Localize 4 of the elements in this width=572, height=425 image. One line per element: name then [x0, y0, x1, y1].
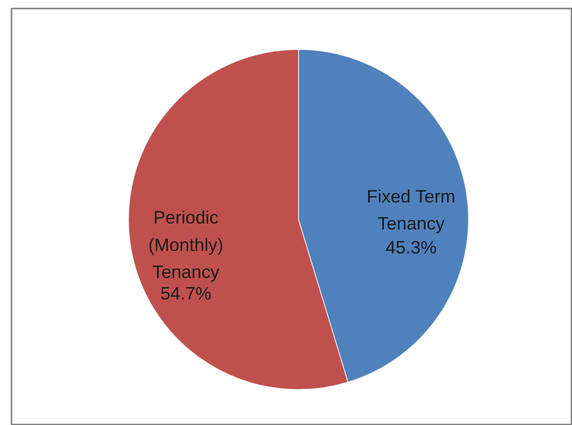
data-label: 54.7%	[160, 283, 212, 304]
slice-label: Periodic (Monthly) Tenancy	[148, 208, 224, 282]
data-label: 45.3%	[386, 238, 437, 258]
slice-label: Fixed Term Tenancy	[366, 186, 456, 234]
